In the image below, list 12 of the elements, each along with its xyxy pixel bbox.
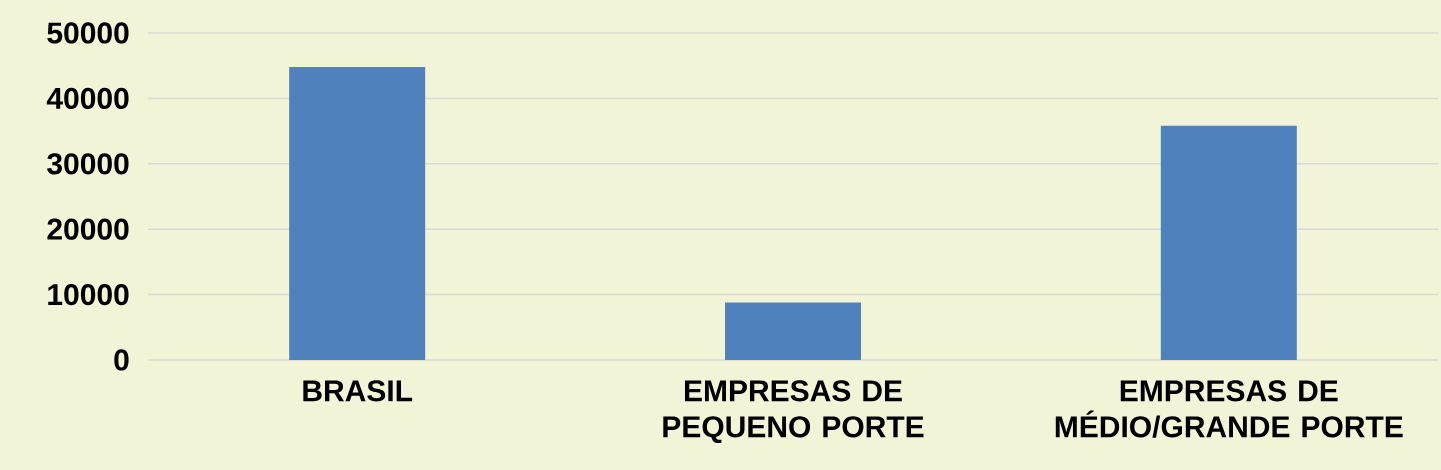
y-tick-label: 40000 bbox=[46, 87, 129, 110]
y-tick-label: 50000 bbox=[47, 22, 129, 44]
bar bbox=[1160, 125, 1297, 360]
x-tick-label: BRASIL bbox=[303, 380, 413, 402]
y-tick-label: 0 bbox=[114, 349, 129, 371]
y-tick-label: 30000 bbox=[47, 153, 129, 175]
x-tick-label: EMPRESAS DE PEQUENO PORTE bbox=[663, 380, 924, 444]
x-tick-label: EMPRESAS DE MÉDIO/GRANDE PORTE bbox=[1055, 380, 1403, 438]
bar bbox=[289, 67, 426, 360]
y-tick-label: 20000 bbox=[47, 218, 129, 240]
bar bbox=[725, 302, 861, 360]
y-tick-label: 10000 bbox=[48, 283, 129, 306]
